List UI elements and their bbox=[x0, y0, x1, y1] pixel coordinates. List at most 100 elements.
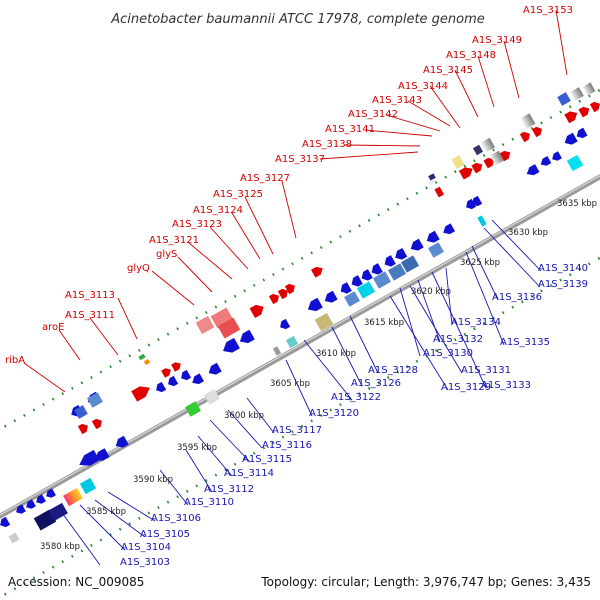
gene-label-forward[interactable]: A1S_3127 bbox=[240, 173, 290, 184]
tick-label: 3610 kbp bbox=[316, 349, 356, 359]
gene-label-forward[interactable]: glyQ bbox=[127, 263, 150, 274]
tick-label: 3595 kbp bbox=[177, 443, 217, 453]
gene-label-forward[interactable]: A1S_3138 bbox=[302, 139, 352, 150]
gene-label-forward[interactable]: A1S_3111 bbox=[65, 310, 115, 321]
gene-label-reverse[interactable]: A1S_3114 bbox=[224, 468, 274, 479]
forward-gene-arrow bbox=[77, 423, 88, 435]
gene-label-reverse[interactable]: A1S_3103 bbox=[120, 557, 170, 568]
reverse-gene-arrow bbox=[351, 275, 363, 287]
gene-label-forward[interactable]: ribA bbox=[5, 355, 25, 366]
reverse-gene-arrow bbox=[361, 269, 373, 281]
tick-label: 3585 kbp bbox=[86, 507, 126, 517]
forward-gene-arrow bbox=[471, 162, 483, 174]
gene-box bbox=[520, 113, 536, 129]
leader-line bbox=[503, 40, 520, 99]
gene-label-reverse[interactable]: A1S_3132 bbox=[433, 334, 483, 345]
gene-label-forward[interactable]: A1S_3148 bbox=[446, 50, 496, 61]
gene-label-reverse[interactable]: A1S_3116 bbox=[262, 440, 312, 451]
gene-label-reverse[interactable]: A1S_3135 bbox=[500, 337, 550, 348]
track-guide-line bbox=[0, 256, 600, 599]
gene-label-forward[interactable]: A1S_3113 bbox=[65, 290, 115, 301]
gene-label-forward[interactable]: A1S_3141 bbox=[325, 124, 375, 135]
gene-label-reverse[interactable]: A1S_3139 bbox=[538, 279, 588, 290]
gene-box bbox=[356, 281, 376, 299]
leader-line bbox=[209, 226, 249, 270]
track-guide-line bbox=[0, 88, 600, 431]
gene-box bbox=[63, 487, 83, 507]
leader-line bbox=[349, 315, 379, 374]
track-guides bbox=[0, 88, 600, 599]
leader-line bbox=[58, 329, 81, 361]
gene-box bbox=[74, 405, 88, 419]
gene-label-forward[interactable]: A1S_3123 bbox=[172, 219, 222, 230]
reverse-gene-arrow bbox=[540, 156, 552, 166]
map-title: Acinetobacter baumannii ATCC 17978, comp… bbox=[110, 12, 485, 27]
gene-label-forward[interactable]: A1S_3143 bbox=[372, 95, 422, 106]
leader-line bbox=[23, 362, 66, 393]
gene-label-reverse[interactable]: A1S_3104 bbox=[121, 542, 171, 553]
tick-label: 3625 kbp bbox=[460, 258, 500, 268]
leader-line bbox=[117, 297, 138, 340]
tick-label: 3615 kbp bbox=[364, 318, 404, 328]
gene-box bbox=[344, 291, 360, 307]
gene-label-reverse[interactable]: A1S_3122 bbox=[331, 392, 381, 403]
gene-label-reverse[interactable]: A1S_3128 bbox=[368, 365, 418, 376]
gene-label-reverse[interactable]: A1S_3129 bbox=[441, 382, 491, 393]
leader-line bbox=[231, 212, 261, 260]
forward-leader-lines bbox=[23, 9, 568, 393]
gene-label-forward[interactable]: A1S_3144 bbox=[398, 81, 448, 92]
gene-label-reverse[interactable]: A1S_3140 bbox=[538, 263, 588, 274]
leader-line bbox=[319, 151, 419, 160]
gene-box bbox=[185, 401, 201, 417]
reverse-gene-arrow bbox=[472, 195, 483, 207]
gene-label-reverse[interactable]: A1S_3131 bbox=[461, 365, 511, 376]
reverse-gene-arrow bbox=[94, 448, 110, 461]
leader-line bbox=[107, 491, 156, 522]
gene-label-forward[interactable]: A1S_3121 bbox=[149, 235, 199, 246]
gene-label-reverse[interactable]: A1S_3110 bbox=[184, 497, 234, 508]
reverse-gene-arrow bbox=[395, 247, 408, 260]
leader-line bbox=[185, 449, 213, 493]
gene-label-reverse[interactable]: A1S_3130 bbox=[423, 348, 473, 359]
gene-label-reverse[interactable]: A1S_3126 bbox=[351, 378, 401, 389]
gene-label-forward[interactable]: A1S_3124 bbox=[193, 205, 243, 216]
reverse-gene-arrow bbox=[564, 132, 578, 145]
forward-gene-arrow bbox=[277, 288, 288, 300]
gene-label-forward[interactable]: glyS bbox=[156, 249, 177, 260]
gene-label-forward[interactable]: A1S_3142 bbox=[348, 109, 398, 120]
gene-label-reverse[interactable]: A1S_3115 bbox=[242, 454, 292, 465]
reverse-gene-arrow bbox=[384, 255, 396, 267]
gene-box bbox=[582, 82, 596, 96]
gene-box bbox=[138, 353, 146, 361]
gene-label-reverse[interactable]: A1S_3136 bbox=[492, 292, 542, 303]
leader-line bbox=[343, 144, 421, 147]
gene-label-forward[interactable]: A1S_3153 bbox=[523, 5, 573, 16]
gene-box bbox=[48, 502, 68, 522]
gene-label-forward[interactable]: A1S_3149 bbox=[472, 35, 522, 46]
gene-label-reverse[interactable]: A1S_3133 bbox=[481, 380, 531, 391]
gene-label-reverse[interactable]: A1S_3134 bbox=[451, 317, 501, 328]
leader-line bbox=[159, 469, 189, 506]
leader-line bbox=[399, 287, 421, 357]
leader-line bbox=[465, 251, 505, 346]
reverse-gene-arrow bbox=[192, 373, 205, 385]
gene-label-reverse[interactable]: A1S_3120 bbox=[309, 408, 359, 419]
gene-label-reverse[interactable]: A1S_3117 bbox=[272, 425, 322, 436]
gene-label-reverse[interactable]: A1S_3106 bbox=[151, 513, 201, 524]
reverse-gene-arrow bbox=[16, 504, 26, 514]
genome-summary-text: Topology: circular; Length: 3,976,747 bp… bbox=[260, 575, 591, 589]
gene-label-forward[interactable]: A1S_3145 bbox=[423, 65, 473, 76]
gene-features bbox=[0, 82, 600, 544]
leader-line bbox=[151, 270, 195, 306]
gene-label-forward[interactable]: A1S_3125 bbox=[213, 189, 263, 200]
leader-line bbox=[483, 227, 541, 288]
gene-box bbox=[480, 137, 496, 153]
leader-line bbox=[331, 326, 363, 387]
gene-label-forward[interactable]: aroE bbox=[42, 322, 64, 333]
gene-label-forward[interactable]: A1S_3137 bbox=[275, 154, 325, 165]
gene-label-reverse[interactable]: A1S_3105 bbox=[140, 529, 190, 540]
gene-label-reverse[interactable]: A1S_3112 bbox=[204, 484, 254, 495]
gene-box bbox=[451, 154, 465, 170]
